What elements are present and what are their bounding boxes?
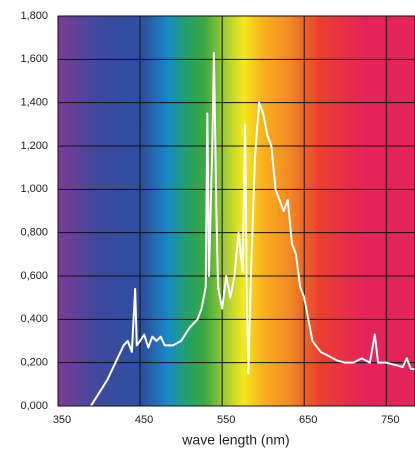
y-tick-label: 0,400 xyxy=(20,313,48,325)
x-tick-label: 450 xyxy=(135,414,153,426)
x-tick-label: 550 xyxy=(217,414,235,426)
y-tick-label: 0,800 xyxy=(20,227,48,239)
y-tick-label: 1,600 xyxy=(20,53,48,65)
y-tick-label: 0,600 xyxy=(20,270,48,282)
plot-background xyxy=(58,16,415,406)
spectrum-line xyxy=(89,51,415,407)
x-axis-label: wave length (nm) xyxy=(181,432,289,448)
x-tick-label: 350 xyxy=(53,414,71,426)
x-tick-label: 750 xyxy=(381,414,399,426)
y-tick-label: 1,200 xyxy=(20,140,48,152)
y-tick-label: 1,400 xyxy=(20,97,48,109)
y-tick-label: 0,000 xyxy=(20,400,48,412)
y-tick-label: 1,800 xyxy=(20,10,48,22)
x-tick-label: 650 xyxy=(299,414,317,426)
y-tick-label: 1,000 xyxy=(20,183,48,195)
plot-frame xyxy=(57,15,415,407)
y-tick-label: 0,200 xyxy=(20,357,48,369)
